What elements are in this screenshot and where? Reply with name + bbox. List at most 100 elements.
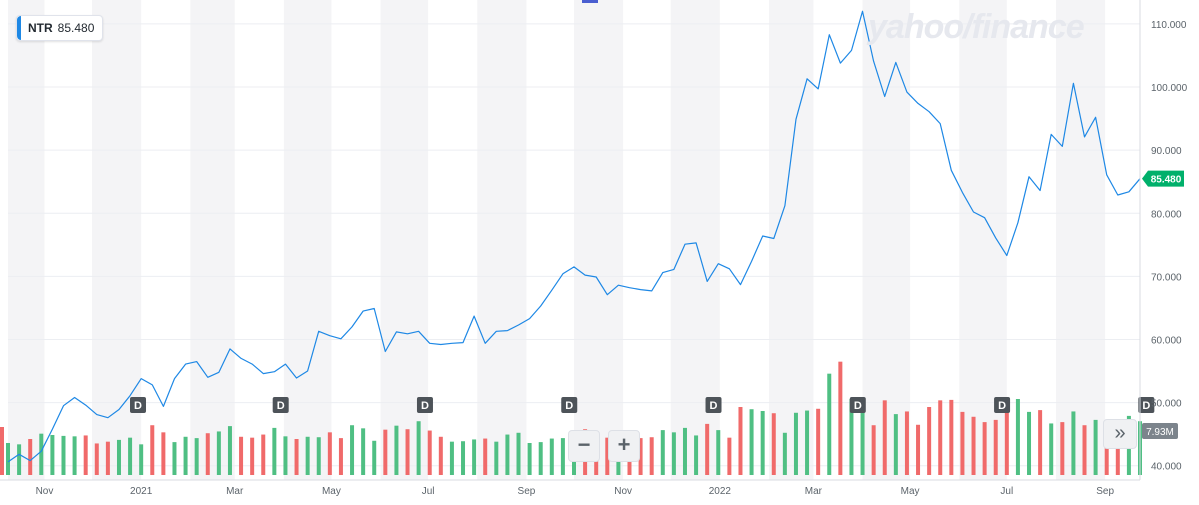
x-axis: Nov 2021 Mar May Jul Sep Nov 2022 Mar May Jul Sep: [0, 479, 1140, 497]
volume-bar: [0, 431, 4, 475]
volume-bar: [871, 425, 876, 475]
price-point: [374, 308, 375, 309]
price-point: [1006, 255, 1007, 256]
volume-bar: [1115, 430, 1120, 475]
volume-bar: [39, 433, 44, 475]
volume-bar: [449, 441, 454, 475]
volume-bar: [405, 429, 410, 475]
price-point: [795, 119, 796, 120]
price-point: [940, 123, 941, 124]
price-point: [252, 363, 253, 364]
volume-bar: [1004, 397, 1009, 475]
price-point: [196, 361, 197, 362]
volume-bar: [849, 399, 854, 475]
volume-bar: [372, 440, 377, 475]
price-point: [1073, 83, 1074, 84]
volume-bar: [671, 432, 676, 475]
price-point: [684, 244, 685, 245]
volume-bar: [6, 443, 10, 475]
dividend-label: D: [710, 400, 718, 412]
price-point: [363, 310, 364, 311]
volume-bar: [361, 428, 366, 475]
price-point: [851, 50, 852, 51]
x-tick-label: Nov: [614, 486, 632, 497]
price-point: [240, 358, 241, 359]
month-band: [574, 0, 624, 480]
dividend-badge: [272, 397, 289, 413]
dividend-marker: D: [561, 397, 578, 413]
month-band: [477, 0, 527, 480]
series-color-swatch: [17, 16, 21, 40]
dividend-marker: D: [849, 397, 866, 413]
ticker-symbol: NTR: [28, 21, 53, 35]
volume-bar: [605, 437, 610, 475]
scroll-right-button[interactable]: »: [1103, 419, 1137, 449]
volume-bar: [960, 411, 965, 475]
volume-bar: [993, 419, 998, 475]
volume-bar: [105, 441, 110, 475]
ticker-badge[interactable]: NTR 85.480: [16, 15, 104, 41]
volume-bar: [227, 426, 232, 475]
month-band: [1055, 0, 1106, 480]
top-drag-handle[interactable]: [582, 0, 598, 3]
dividend-badge: [994, 397, 1011, 413]
zoom-out-button[interactable]: −: [568, 430, 600, 462]
volume-bar: [749, 409, 754, 475]
volume-bar: [505, 434, 510, 475]
volume-bar: [72, 436, 77, 475]
price-point: [174, 378, 175, 379]
ticker-price: 85.480: [57, 21, 95, 35]
volume-bar: [83, 435, 88, 475]
dividend-marker: D: [272, 397, 289, 413]
volume-bar: [949, 399, 954, 475]
price-point: [407, 333, 408, 334]
dividend-marker: D: [1138, 397, 1155, 413]
dividend-label: D: [998, 400, 1006, 412]
zoom-in-button[interactable]: +: [608, 430, 640, 462]
volume-bar: [205, 433, 210, 475]
price-point: [673, 269, 674, 270]
yahoo-finance-logo: yahoo/finance: [868, 8, 1085, 46]
volume-bar: [1027, 411, 1032, 475]
price-point: [118, 409, 119, 410]
price-point: [141, 378, 142, 379]
dividend-badge: [561, 397, 578, 413]
volume-bar: [782, 432, 787, 475]
volume-bar: [327, 432, 332, 475]
volume-bar: [472, 439, 477, 475]
price-point: [474, 316, 475, 317]
volume-bar: [660, 430, 665, 475]
dividend-marker: D: [994, 397, 1011, 413]
dividend-badge: [849, 397, 866, 413]
x-tick-label: Jul: [1000, 486, 1013, 497]
volume-bar: [716, 430, 721, 475]
price-point: [951, 170, 952, 171]
volume-bar: [527, 443, 532, 475]
volume-bar: [727, 437, 732, 475]
price-point: [429, 343, 430, 344]
volume-bar: [272, 427, 277, 475]
price-point: [351, 326, 352, 327]
y-tick-label: 40.000: [1151, 462, 1182, 473]
x-tick-label: Jul: [422, 486, 435, 497]
volume-bar: [294, 439, 299, 475]
price-point: [873, 61, 874, 62]
x-tick-label: Mar: [226, 486, 244, 497]
volume-bar: [183, 436, 188, 475]
price-point: [1028, 176, 1029, 177]
volume-bar: [560, 438, 565, 475]
price-point: [551, 290, 552, 291]
volume-bar: [1071, 411, 1076, 475]
month-band: [283, 0, 332, 480]
volume-bar: [838, 361, 843, 475]
x-tick-label: 2022: [709, 486, 732, 497]
volume-bar: [971, 416, 976, 475]
volume-bar: [416, 421, 421, 475]
volume-bar: [882, 400, 887, 475]
price-point: [507, 330, 508, 331]
price-point: [1040, 190, 1041, 191]
price-point: [185, 363, 186, 364]
volume-bar: [172, 442, 177, 475]
